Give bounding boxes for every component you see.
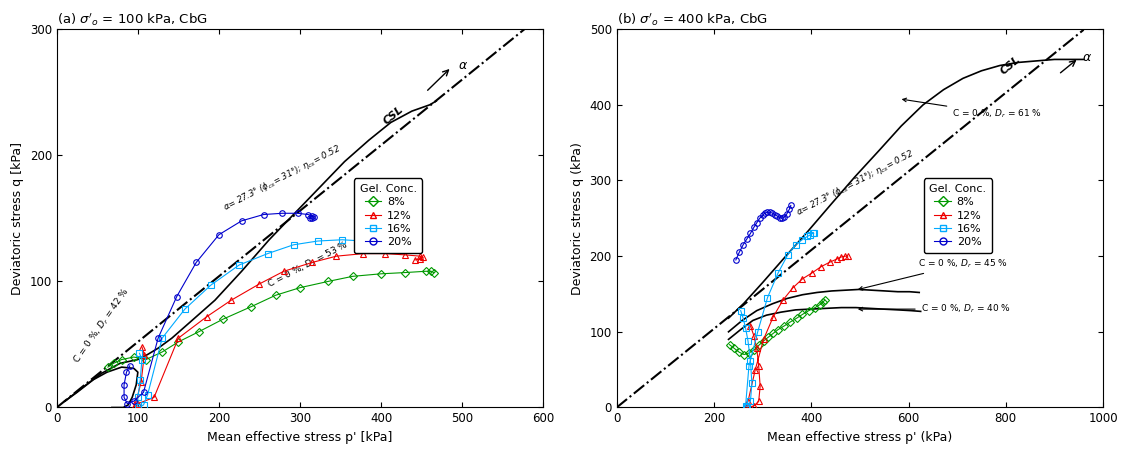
Text: C = 0 %, $D_r$ = 42 %: C = 0 %, $D_r$ = 42 %: [70, 285, 132, 366]
Text: CSL: CSL: [999, 54, 1023, 76]
Text: C = 0 %, $D_r$ = 45 %: C = 0 %, $D_r$ = 45 %: [859, 258, 1008, 290]
Text: C = 0 %, $D_r$ = 61 %: C = 0 %, $D_r$ = 61 %: [903, 98, 1042, 120]
Text: C = 0 %, $D_r$ = 53 %: C = 0 %, $D_r$ = 53 %: [265, 239, 351, 291]
Legend: 8%, 12%, 16%, 20%: 8%, 12%, 16%, 20%: [355, 178, 422, 253]
Legend: 8%, 12%, 16%, 20%: 8%, 12%, 16%, 20%: [924, 178, 992, 253]
X-axis label: Mean effective stress p' (kPa): Mean effective stress p' (kPa): [768, 431, 953, 444]
Text: $\alpha$= 27.3° ($\phi_{cs}$= 31°); $\eta_{cs}$= 0.52: $\alpha$= 27.3° ($\phi_{cs}$= 31°); $\et…: [221, 142, 343, 214]
Y-axis label: Deviatoric stress q (kPa): Deviatoric stress q (kPa): [571, 142, 584, 295]
Text: $\alpha$: $\alpha$: [1083, 51, 1092, 64]
Text: (a) $\sigma'_o$ = 100 kPa, CbG: (a) $\sigma'_o$ = 100 kPa, CbG: [56, 11, 208, 28]
Text: (b) $\sigma'_o$ = 400 kPa, CbG: (b) $\sigma'_o$ = 400 kPa, CbG: [616, 11, 768, 28]
Text: $\alpha$: $\alpha$: [458, 59, 469, 72]
Text: CSL: CSL: [382, 104, 405, 126]
Text: C = 0 %, $D_r$ = 40 %: C = 0 %, $D_r$ = 40 %: [859, 303, 1010, 315]
Text: $\alpha$= 27.3° ($\phi_{cs}$= 31°); $\eta_{cs}$= 0.52: $\alpha$= 27.3° ($\phi_{cs}$= 31°); $\et…: [794, 147, 916, 219]
Y-axis label: Deviatoric stress q [kPa]: Deviatoric stress q [kPa]: [11, 142, 24, 295]
X-axis label: Mean effective stress p' [kPa]: Mean effective stress p' [kPa]: [208, 431, 393, 444]
